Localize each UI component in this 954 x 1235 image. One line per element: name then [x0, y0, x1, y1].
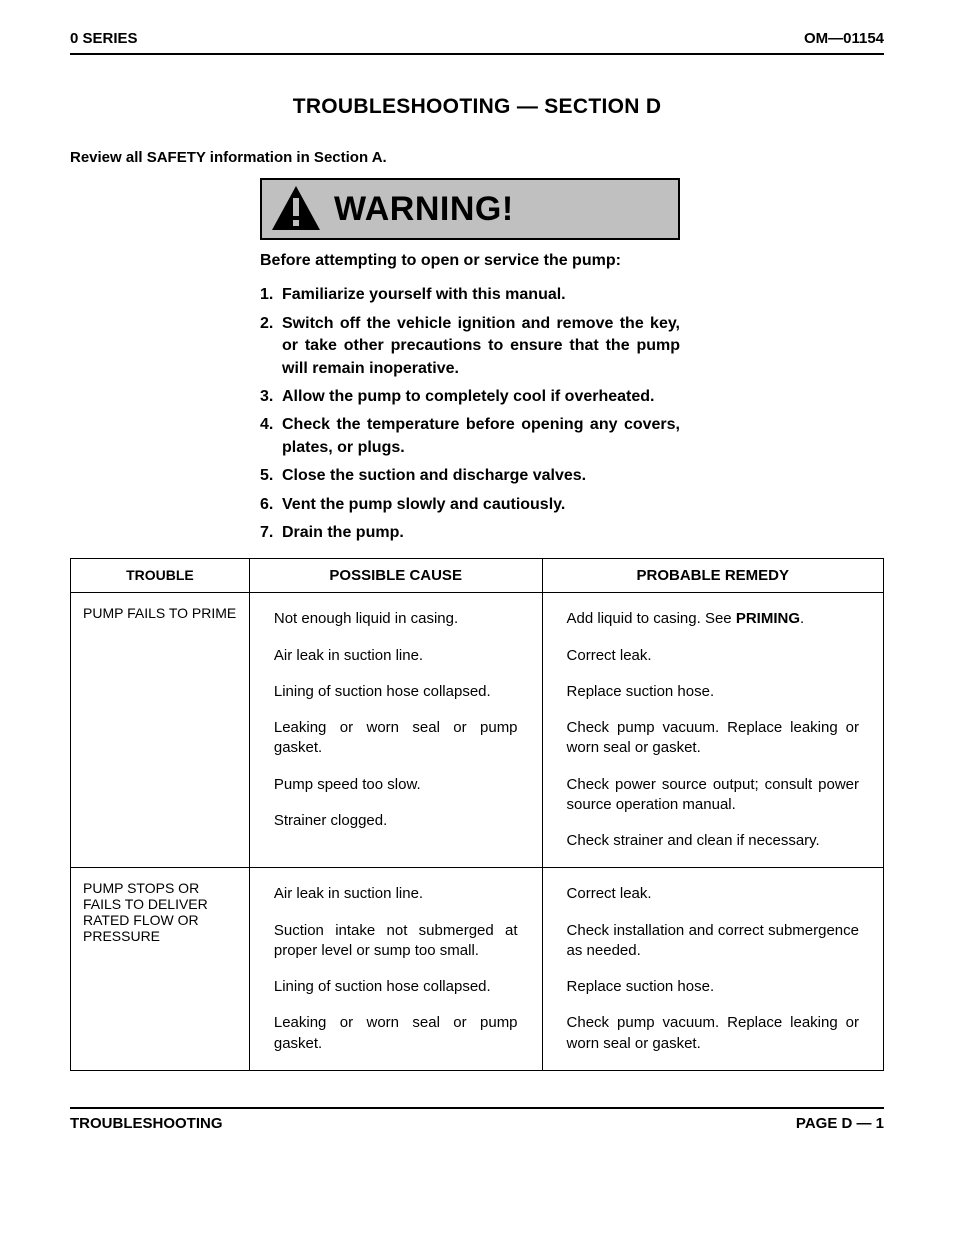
list-number: 7. — [260, 522, 282, 544]
remedy-text: Add liquid to casing. See PRIMING. — [555, 601, 871, 637]
trouble-cell: PUMP FAILS TO PRIME — [71, 593, 250, 868]
th-cause: POSSIBLE CAUSE — [249, 559, 542, 593]
cause-text: Strainer clogged. — [262, 803, 530, 839]
warning-list: 1.Familiarize yourself with this manual.… — [260, 284, 680, 544]
warning-block: WARNING! Before attempting to open or se… — [260, 178, 680, 544]
remedy-text: Check pump vacuum. Replace leaking or wo… — [555, 710, 871, 767]
list-text: Drain the pump. — [282, 522, 680, 544]
remedy-cell: Correct leak.Check installation and corr… — [542, 868, 883, 1071]
remedy-text: Correct leak. — [555, 638, 871, 674]
warning-list-item: 1.Familiarize yourself with this manual. — [260, 284, 680, 306]
cause-cell: Not enough liquid in casing.Air leak in … — [249, 593, 542, 868]
cause-cell: Air leak in suction line.Suction intake … — [249, 868, 542, 1071]
trouble-cell: PUMP STOPS OR FAILS TO DELIVER RATED FLO… — [71, 868, 250, 1071]
remedy-text: Check pump vacuum. Replace leaking or wo… — [555, 1005, 871, 1062]
th-trouble: TROUBLE — [71, 559, 250, 593]
warning-list-item: 2.Switch off the vehicle ignition and re… — [260, 313, 680, 380]
remedy-text: Check strainer and clean if necessary. — [555, 823, 871, 859]
remedy-cell: Add liquid to casing. See PRIMING.Correc… — [542, 593, 883, 868]
list-text: Check the temperature before opening any… — [282, 414, 680, 459]
warning-banner: WARNING! — [260, 178, 680, 240]
warning-list-item: 7.Drain the pump. — [260, 522, 680, 544]
remedy-text: Check power source output; consult power… — [555, 767, 871, 824]
footer-left: TROUBLESHOOTING — [70, 1115, 223, 1132]
section-title: TROUBLESHOOTING — SECTION D — [70, 95, 884, 119]
cause-text: Leaking or worn seal or pump gasket. — [262, 1005, 530, 1062]
list-number: 2. — [260, 313, 282, 380]
table-body: PUMP FAILS TO PRIMENot enough liquid in … — [71, 593, 884, 1071]
warning-banner-text: WARNING! — [334, 190, 514, 229]
list-number: 6. — [260, 494, 282, 516]
safety-note: Review all SAFETY information in Section… — [70, 149, 884, 166]
list-text: Allow the pump to completely cool if ove… — [282, 386, 680, 408]
cause-text: Lining of suction hose collapsed. — [262, 969, 530, 1005]
warning-list-item: 3.Allow the pump to completely cool if o… — [260, 386, 680, 408]
remedy-text: Check installation and correct submergen… — [555, 913, 871, 970]
page-footer: TROUBLESHOOTING PAGE D — 1 — [70, 1107, 884, 1132]
remedy-text: Correct leak. — [555, 876, 871, 912]
remedy-text: Replace suction hose. — [555, 674, 871, 710]
list-text: Familiarize yourself with this manual. — [282, 284, 680, 306]
table-row: PUMP STOPS OR FAILS TO DELIVER RATED FLO… — [71, 868, 884, 1071]
list-number: 4. — [260, 414, 282, 459]
warning-intro: Before attempting to open or service the… — [260, 250, 680, 272]
list-text: Vent the pump slowly and cautiously. — [282, 494, 680, 516]
warning-list-item: 6.Vent the pump slowly and cautiously. — [260, 494, 680, 516]
cause-text: Leaking or worn seal or pump gasket. — [262, 710, 530, 767]
page-header: 0 SERIES OM—01154 — [70, 30, 884, 55]
cause-text: Pump speed too slow. — [262, 767, 530, 803]
list-number: 3. — [260, 386, 282, 408]
list-text: Switch off the vehicle ignition and remo… — [282, 313, 680, 380]
cause-text: Air leak in suction line. — [262, 876, 530, 912]
warning-list-item: 5.Close the suction and discharge valves… — [260, 465, 680, 487]
warning-triangle-icon — [270, 184, 322, 234]
warning-list-item: 4.Check the temperature before opening a… — [260, 414, 680, 459]
remedy-text: Replace suction hose. — [555, 969, 871, 1005]
troubleshooting-table: TROUBLE POSSIBLE CAUSE PROBABLE REMEDY P… — [70, 558, 884, 1071]
cause-text: Lining of suction hose collapsed. — [262, 674, 530, 710]
cause-text: Not enough liquid in casing. — [262, 601, 530, 637]
cause-text: Suction intake not submerged at proper l… — [262, 913, 530, 970]
th-remedy: PROBABLE REMEDY — [542, 559, 883, 593]
list-number: 1. — [260, 284, 282, 306]
footer-right: PAGE D — 1 — [796, 1115, 884, 1132]
table-header-row: TROUBLE POSSIBLE CAUSE PROBABLE REMEDY — [71, 559, 884, 593]
remedy-keyword: PRIMING — [736, 610, 800, 627]
list-number: 5. — [260, 465, 282, 487]
header-left: 0 SERIES — [70, 30, 138, 47]
header-right: OM—01154 — [804, 30, 884, 47]
cause-text: Air leak in suction line. — [262, 638, 530, 674]
table-row: PUMP FAILS TO PRIMENot enough liquid in … — [71, 593, 884, 868]
list-text: Close the suction and discharge valves. — [282, 465, 680, 487]
